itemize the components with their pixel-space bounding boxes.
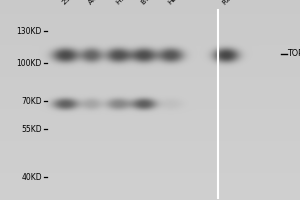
Text: HL-60: HL-60 xyxy=(167,0,186,6)
Text: 40KD: 40KD xyxy=(21,172,42,182)
Text: 70KD: 70KD xyxy=(21,97,42,106)
Text: 100KD: 100KD xyxy=(16,58,42,68)
Text: Rat thymus: Rat thymus xyxy=(222,0,256,6)
Text: HT1080: HT1080 xyxy=(114,0,139,6)
Text: 55KD: 55KD xyxy=(21,124,42,134)
Text: A431: A431 xyxy=(87,0,105,6)
Text: TOP3B: TOP3B xyxy=(287,49,300,58)
Text: BT474: BT474 xyxy=(140,0,160,6)
Text: 130KD: 130KD xyxy=(16,26,42,36)
Text: 293T: 293T xyxy=(61,0,78,6)
